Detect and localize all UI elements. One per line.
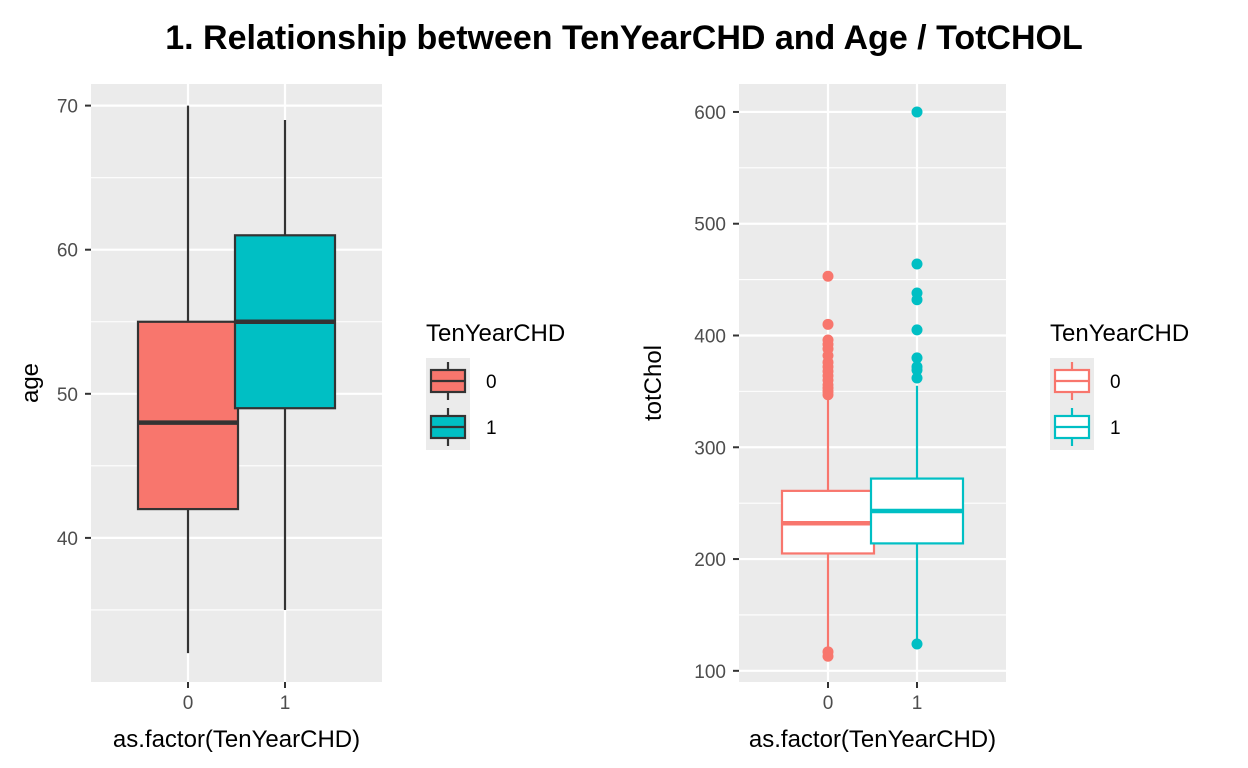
age-legend-label: 0 [486,372,497,393]
totchol-outlier-point [822,646,834,658]
age-box-group-0 [136,105,240,654]
age-x-tick-label: 1 [280,693,291,714]
age-box [136,320,240,511]
totchol-outlier-point [911,258,923,270]
totchol-outlier-point [911,372,923,384]
totchol-legend-title: TenYearCHD [1050,320,1189,347]
totchol-x-tick-label: 0 [823,693,834,714]
totchol-y-tick-label: 300 [694,438,726,459]
totchol-box-group-1 [869,106,965,650]
totchol-outlier-point [822,318,834,330]
age-legend-label: 1 [486,418,497,439]
age-legend-key-0: 0 [426,358,497,404]
age-legend: TenYearCHD 0 1 [426,320,565,450]
totchol-outlier-point [911,106,923,118]
age-box-group-1 [233,120,337,610]
totchol-outlier-point [911,361,923,373]
age-y-tick-label: 70 [57,97,78,118]
age-x-axis-title: as.factor(TenYearCHD) [113,726,360,753]
age-boxes [136,105,337,654]
totchol-panel-background [739,84,1006,682]
totchol-y-tick-label: 500 [694,215,726,236]
totchol-x-axis-title: as.factor(TenYearCHD) [749,726,996,753]
age-y-tick-label: 60 [57,241,78,262]
totchol-outlier-point [911,352,923,364]
age-y-tick-label: 50 [57,385,78,406]
totchol-boxes [780,106,965,662]
totchol-legend-key-1: 1 [1050,404,1121,450]
figure-title: 1. Relationship between TenYearCHD and A… [165,19,1083,57]
age-y-axis-title: age [17,363,44,403]
totchol-legend: TenYearCHD 0 1 [1050,320,1189,450]
age-y-tick-label: 40 [57,529,78,550]
totchol-legend-key-0: 0 [1050,358,1121,404]
totchol-outlier-point [911,324,923,336]
totchol-outlier-point [822,334,834,346]
totchol-y-tick-label: 200 [694,550,726,571]
totchol-y-tick-label: 100 [694,662,726,683]
age-legend-key-1: 1 [426,404,497,450]
age-x-tick-label: 0 [183,693,194,714]
totchol-outlier-point [822,270,834,282]
totchol-y-tick-label: 400 [694,326,726,347]
totchol-x-tick-label: 1 [912,693,923,714]
totchol-outlier-point [911,638,923,650]
totchol-y-tick-label: 600 [694,103,726,124]
totchol-y-axis-title: totChol [640,345,667,421]
totchol-legend-label: 1 [1110,418,1121,439]
age-y-axis: 40 50 60 70 [57,97,91,550]
totchol-y-axis: 100 200 300 400 500 600 [694,103,739,683]
totchol-legend-label: 0 [1110,372,1121,393]
age-legend-title: TenYearCHD [426,320,565,347]
totchol-outlier-point [911,287,923,299]
